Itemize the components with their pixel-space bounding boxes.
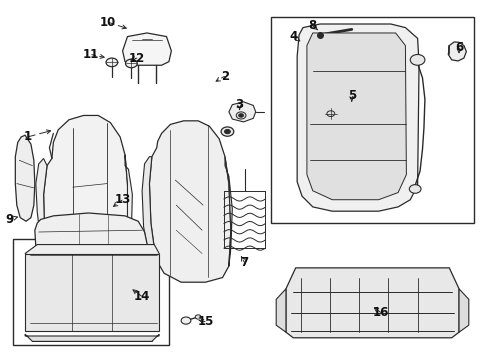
Polygon shape: [35, 213, 148, 277]
Text: 8: 8: [308, 19, 316, 32]
Text: 15: 15: [197, 315, 213, 328]
Text: 1: 1: [23, 130, 32, 144]
Polygon shape: [297, 24, 418, 211]
Ellipse shape: [408, 185, 420, 193]
Text: 9: 9: [5, 213, 14, 226]
Bar: [271, 17, 473, 223]
Text: 4: 4: [288, 30, 297, 43]
Polygon shape: [228, 102, 255, 122]
Polygon shape: [125, 155, 132, 266]
Text: 11: 11: [82, 48, 99, 61]
Ellipse shape: [224, 130, 230, 134]
Ellipse shape: [238, 114, 243, 117]
Polygon shape: [149, 121, 230, 282]
Polygon shape: [142, 157, 156, 259]
Polygon shape: [15, 135, 35, 221]
Polygon shape: [447, 42, 466, 61]
Text: 2: 2: [221, 69, 228, 82]
Ellipse shape: [409, 54, 424, 65]
Text: 7: 7: [240, 256, 248, 269]
Ellipse shape: [221, 127, 233, 136]
Ellipse shape: [195, 315, 201, 319]
Text: 3: 3: [235, 98, 243, 111]
Text: 13: 13: [114, 193, 130, 206]
Polygon shape: [43, 116, 130, 284]
Text: 6: 6: [454, 41, 462, 54]
Ellipse shape: [181, 317, 190, 324]
Polygon shape: [224, 157, 232, 266]
Text: 12: 12: [129, 51, 145, 64]
Polygon shape: [122, 33, 171, 65]
Polygon shape: [25, 253, 159, 330]
Polygon shape: [458, 289, 468, 332]
Text: 5: 5: [347, 89, 355, 102]
Polygon shape: [306, 33, 406, 200]
Polygon shape: [25, 244, 159, 257]
Ellipse shape: [106, 58, 118, 67]
Polygon shape: [285, 268, 458, 338]
Bar: [13, 239, 168, 345]
Polygon shape: [36, 158, 49, 262]
Ellipse shape: [125, 59, 137, 68]
Polygon shape: [276, 289, 285, 332]
Text: 14: 14: [134, 290, 150, 303]
Ellipse shape: [236, 112, 245, 119]
Polygon shape: [25, 334, 159, 341]
Text: 10: 10: [100, 16, 116, 29]
Text: 16: 16: [372, 306, 388, 319]
